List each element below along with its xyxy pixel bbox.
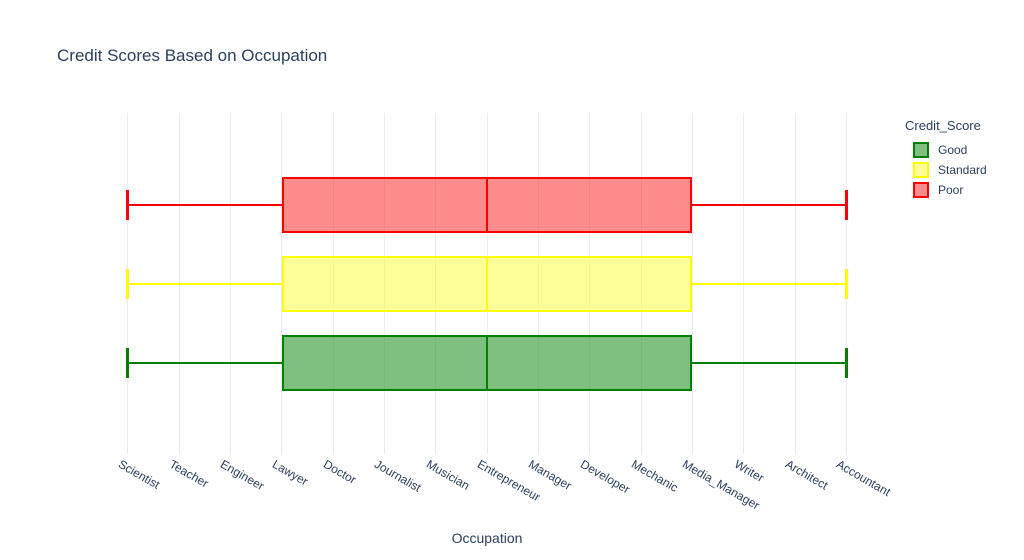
x-axis-tick <box>383 448 385 454</box>
x-category-label: Engineer <box>218 457 267 494</box>
x-axis-tick <box>435 448 437 454</box>
gridline <box>589 113 591 453</box>
x-category-label: Scientist <box>115 457 162 492</box>
gridline <box>332 113 334 453</box>
legend-label: Standard <box>938 163 987 177</box>
good-swatch-icon <box>913 142 929 158</box>
chart-title: Credit Scores Based on Occupation <box>57 46 328 65</box>
legend-item-standard[interactable]: Standard <box>899 160 987 180</box>
x-category-label: Journalist <box>372 457 424 495</box>
gridline <box>435 113 437 453</box>
poor-swatch-icon <box>913 182 929 198</box>
legend-item-poor[interactable]: Poor <box>899 180 987 200</box>
x-category-label: Doctor <box>321 457 359 487</box>
x-axis-tick <box>743 448 745 454</box>
x-category-label: Musician <box>423 457 472 493</box>
whisker-high-standard[interactable] <box>692 283 847 285</box>
whisker-cap-max-good <box>844 348 848 378</box>
legend-item-good[interactable]: Good <box>899 140 987 160</box>
whisker-cap-max-standard <box>844 269 848 299</box>
median-good <box>486 335 488 391</box>
median-standard <box>486 256 488 312</box>
whisker-high-poor[interactable] <box>692 204 847 206</box>
x-category-label: Mechanic <box>629 457 681 495</box>
whisker-low-good[interactable] <box>127 362 282 364</box>
whisker-cap-min-good <box>126 348 130 378</box>
x-axis-tick <box>486 448 488 454</box>
gridline <box>640 113 642 453</box>
whisker-low-poor[interactable] <box>127 204 282 206</box>
x-axis-title: Occupation <box>451 530 523 546</box>
legend-label: Good <box>938 143 968 157</box>
x-axis-tick <box>229 448 231 454</box>
x-category-label: Developer <box>577 457 633 497</box>
whisker-cap-min-standard <box>126 269 130 299</box>
x-axis-tick <box>178 448 180 454</box>
x-axis-tick <box>845 448 847 454</box>
x-axis-tick <box>281 448 283 454</box>
gridline <box>537 113 539 453</box>
legend: Credit_Score Good Standard Poor <box>899 118 987 200</box>
x-axis-tick <box>127 448 129 454</box>
legend-title: Credit_Score <box>905 118 981 133</box>
x-category-label: Architect <box>783 457 831 493</box>
x-axis-tick <box>332 448 334 454</box>
whisker-low-standard[interactable] <box>127 283 282 285</box>
x-category-label: Lawyer <box>269 457 311 489</box>
x-axis-tick <box>640 448 642 454</box>
plot-area[interactable]: Scientist Teacher Engineer Lawyer Doctor Jour… <box>102 113 893 512</box>
whisker-high-good[interactable] <box>692 362 847 364</box>
x-axis-tick <box>537 448 539 454</box>
x-axis-tick <box>589 448 591 454</box>
whisker-cap-min-poor <box>126 190 130 220</box>
legend-label: Poor <box>938 183 964 197</box>
x-category-label: Accountant <box>834 457 894 500</box>
standard-swatch-icon <box>913 162 929 178</box>
x-category-label: Teacher <box>167 457 211 491</box>
x-category-label: Writer <box>731 457 767 486</box>
x-axis-tick <box>794 448 796 454</box>
gridline <box>383 113 385 453</box>
x-axis-tick <box>691 448 693 454</box>
whisker-cap-max-poor <box>844 190 848 220</box>
median-poor <box>486 177 488 233</box>
